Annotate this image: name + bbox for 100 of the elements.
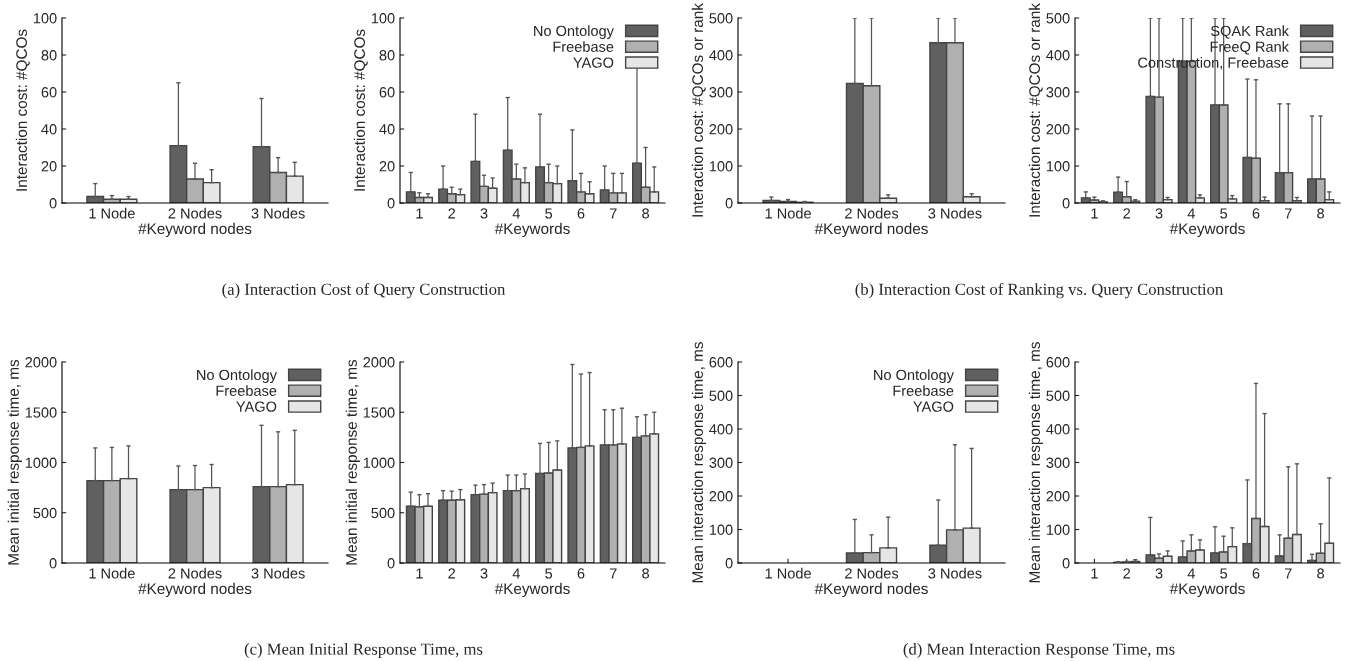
y-tick-label: 500: [1046, 13, 1070, 24]
y-tick-label: 0: [387, 198, 395, 209]
y-axis-title: Interaction cost: #QCOs or rank: [691, 3, 706, 217]
x-tick-label: 7: [609, 568, 617, 579]
y-tick-label: 200: [709, 124, 733, 135]
x-tick-label: 1: [1091, 568, 1098, 579]
y-tick-label: 20: [41, 161, 57, 172]
x-tick-label: 5: [1220, 208, 1228, 219]
y-tick-label: 300: [709, 87, 733, 98]
x-tick-label: 6: [577, 568, 585, 579]
y-tick-label: 400: [1046, 50, 1070, 61]
x-axis-title: #Keywords: [494, 582, 570, 598]
x-tick-label: 2 Nodes: [845, 567, 899, 579]
x-tick-label: 2 Nodes: [168, 207, 222, 219]
x-tick-label: 7: [1284, 568, 1292, 579]
x-tick-label: 6: [577, 208, 585, 219]
y-tick-label: 40: [41, 124, 57, 135]
y-axis-title: Mean interaction response time, ms: [691, 342, 707, 583]
y-axis-title: Mean interaction response time, ms: [1028, 342, 1044, 583]
x-tick-label: 1 Node: [89, 567, 135, 579]
y-tick-label: 200: [1046, 491, 1070, 502]
y-tick-label: 500: [33, 507, 57, 519]
y-tick-label: 2000: [363, 357, 395, 368]
x-tick-label: 8: [642, 568, 650, 579]
x-tick-label: 3: [1155, 208, 1163, 219]
x-tick-label: 8: [1317, 568, 1325, 579]
y-tick-label: 400: [709, 50, 733, 61]
x-tick-label: 7: [1284, 208, 1292, 219]
y-tick-label: 500: [1046, 390, 1070, 401]
x-tick-label: 3 Nodes: [928, 207, 982, 219]
y-tick-label: 500: [371, 507, 395, 519]
x-tick-label: 3 Nodes: [251, 207, 305, 219]
y-tick-label: 0: [1062, 198, 1070, 209]
y-tick-label: 0: [49, 198, 57, 209]
y-tick-label: 60: [41, 87, 57, 98]
y-tick-label: 80: [41, 50, 57, 61]
y-tick-label: 0: [725, 558, 733, 569]
y-tick-label: 100: [1046, 161, 1070, 172]
text: (d) Mean Interaction Response Time, ms: [903, 643, 1175, 659]
y-axis-title: Mean initial response time, ms: [7, 359, 22, 565]
x-axis-title: #Keywords: [1169, 582, 1245, 598]
x-tick-label: 1 Node: [765, 567, 811, 579]
y-tick-label: 400: [709, 424, 733, 435]
y-axis-title: Mean initial response time, ms: [345, 359, 360, 565]
y-tick-label: 60: [379, 87, 395, 98]
x-tick-label: 3 Nodes: [251, 567, 305, 579]
x-tick-label: 6: [1252, 208, 1260, 219]
legend-label: Freebase: [893, 385, 954, 396]
x-tick-label: 5: [545, 208, 553, 219]
x-axis-title: #Keyword nodes: [814, 222, 928, 238]
x-tick-label: 5: [1220, 568, 1228, 579]
x-tick-label: 7: [609, 208, 617, 219]
x-tick-label: 1: [1091, 208, 1098, 219]
x-tick-label: 8: [1317, 208, 1325, 219]
y-tick-label: 40: [379, 124, 395, 135]
x-tick-label: 2 Nodes: [845, 207, 899, 219]
legend-label: Freebase: [553, 41, 614, 52]
x-tick-label: 3: [480, 568, 488, 579]
x-tick-label: 2: [1123, 208, 1131, 219]
y-tick-label: 0: [49, 558, 57, 569]
y-tick-label: 1500: [363, 407, 395, 418]
x-tick-label: 1: [416, 208, 423, 219]
y-tick-label: 600: [709, 357, 733, 368]
y-tick-label: 500: [709, 390, 733, 401]
x-tick-label: 5: [545, 568, 553, 579]
x-tick-label: 8: [642, 208, 650, 219]
legend-label: No Ontology: [874, 369, 954, 383]
y-tick-label: 300: [709, 457, 733, 468]
text: (c) Mean Initial Response Time, ms: [244, 643, 483, 659]
y-tick-label: 500: [709, 13, 733, 24]
y-axis-title: Interaction cost: #QCOs: [353, 29, 368, 191]
x-tick-label: 3: [480, 208, 488, 219]
y-axis-title: Interaction cost: #QCOs: [15, 29, 30, 191]
x-tick-label: 4: [512, 568, 520, 579]
y-tick-label: 80: [379, 50, 395, 61]
y-tick-label: 100: [709, 161, 733, 172]
x-tick-label: 6: [1252, 568, 1260, 579]
y-tick-label: 300: [1046, 457, 1070, 468]
legend-label: YAGO: [236, 401, 277, 412]
x-tick-label: 1 Node: [89, 207, 135, 219]
legend-label: No Ontology: [534, 25, 614, 39]
x-tick-label: 4: [512, 208, 520, 219]
y-tick-label: 20: [379, 161, 395, 172]
x-tick-label: 4: [1187, 208, 1195, 219]
legend-label: Freebase: [216, 385, 277, 396]
x-tick-label: 4: [1187, 568, 1195, 579]
x-tick-label: 3 Nodes: [928, 567, 982, 579]
x-axis-title: #Keywords: [494, 222, 570, 238]
y-tick-label: 1500: [25, 407, 57, 418]
y-tick-label: 100: [709, 524, 733, 535]
y-tick-label: 2000: [25, 357, 57, 368]
y-tick-label: 100: [33, 13, 57, 24]
x-tick-label: 2: [1123, 568, 1131, 579]
legend-label: No Ontology: [197, 369, 277, 383]
y-tick-label: 1000: [363, 457, 395, 468]
x-axis-title: #Keyword nodes: [138, 582, 252, 598]
legend-label: YAGO: [913, 401, 954, 412]
y-tick-label: 600: [1046, 357, 1070, 368]
y-tick-label: 100: [1046, 524, 1070, 535]
x-tick-label: 3: [1155, 568, 1163, 579]
